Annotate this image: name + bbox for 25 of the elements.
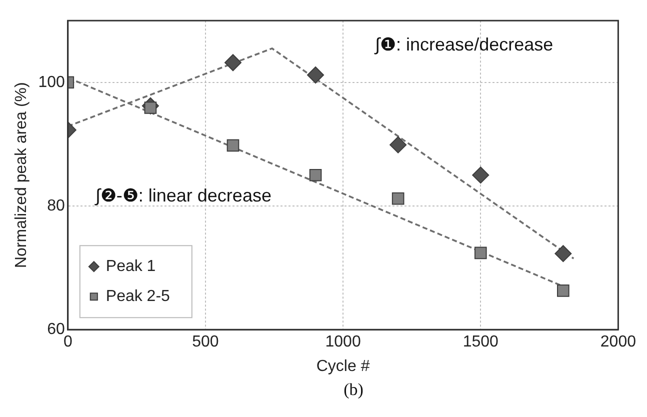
point [309,168,322,182]
point [224,54,242,72]
y-axis-title: Normalized peak area (%) [13,82,30,268]
y-tick-label: 60 [47,321,65,338]
x-tick-label: 500 [192,334,219,351]
legend-label: Peak 2-5 [106,288,170,306]
point [307,66,324,84]
point [390,136,407,154]
x-tick-label: 2000 [600,334,636,351]
point [554,245,572,262]
point [474,246,487,260]
legend-label: Peak 1 [106,258,156,276]
x-tick-label: 0 [63,334,72,351]
x-tick-label: 1500 [462,334,499,351]
annotation: ∫❷-❺: linear decrease [94,186,272,206]
y-tick-label: 100 [38,74,65,91]
point [226,139,240,152]
annotation: ∫❶: increase/decrease [374,34,554,54]
x-tick-label: 1000 [325,334,361,351]
y-tick-label: 80 [47,197,65,214]
text: (b) [342,380,364,400]
point [392,192,404,205]
x-axis-title: Cycle # [316,358,370,375]
point [472,166,490,184]
point [557,284,570,297]
